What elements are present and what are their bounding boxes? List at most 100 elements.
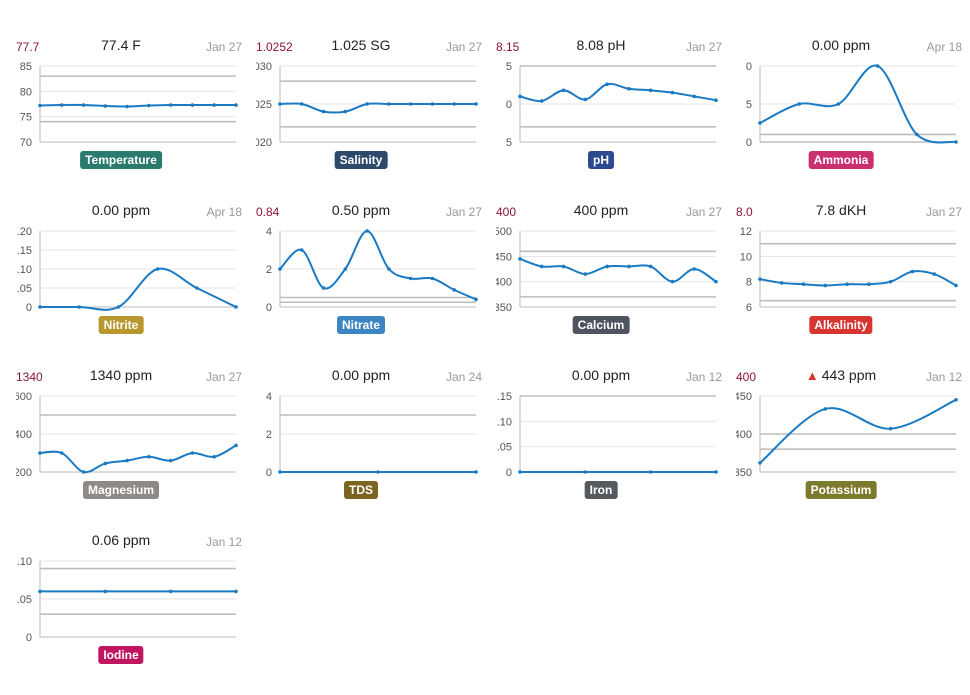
y-tick-label: 4 xyxy=(266,226,272,238)
data-point xyxy=(583,470,588,474)
y-tick-label: .10 xyxy=(497,416,512,428)
data-point xyxy=(845,282,849,286)
previous-value: 400 xyxy=(496,205,517,219)
data-point xyxy=(801,282,806,286)
line-chart: .15 .10 .05 0 xyxy=(497,391,718,479)
chart-card-tds[interactable]: 0.00 ppm Jan 24 4 2 0 TDS xyxy=(256,367,486,530)
chart-card-iodine[interactable]: 0.06 ppm Jan 12 .10 .05 0 Iodine xyxy=(16,532,246,695)
current-value: 0.06 ppm xyxy=(16,532,226,548)
y-tick-label: 0 xyxy=(26,302,32,314)
parameter-label[interactable]: Calcium xyxy=(572,316,630,334)
parameter-label[interactable]: Ammonia xyxy=(808,151,874,169)
data-point xyxy=(38,305,42,309)
series-line xyxy=(279,102,476,114)
last-test-date: Jan 27 xyxy=(445,205,482,219)
data-point xyxy=(518,257,522,261)
line-chart: 4 2 0 xyxy=(266,226,478,314)
data-point xyxy=(299,248,304,252)
data-point xyxy=(758,461,762,465)
parameter-label[interactable]: Temperature xyxy=(80,151,162,169)
current-value: 0.00 ppm xyxy=(16,202,226,218)
parameter-label[interactable]: Alkalinity xyxy=(809,316,873,334)
line-chart: 0 5 0 xyxy=(746,61,958,149)
last-test-date: Jan 27 xyxy=(925,205,962,219)
chart-card-calcium[interactable]: 400 400 ppm Jan 27 500 450 400 350 Calcium xyxy=(496,202,726,365)
chart-card-nitrate[interactable]: 0.84 0.50 ppm Jan 27 4 2 0 Nitrate xyxy=(256,202,486,365)
parameter-label[interactable]: Iodine xyxy=(98,646,144,664)
chart-card-iron[interactable]: 0.00 ppm Jan 12 .15 .10 .05 0 Iron xyxy=(496,367,726,530)
data-point xyxy=(125,458,129,463)
data-point xyxy=(452,102,457,106)
parameter-label[interactable]: pH xyxy=(588,151,614,169)
chart-card-salinity[interactable]: 1.0252 1.025 SG Jan 27 .030 .025 .020 Salinity xyxy=(256,37,486,200)
data-point xyxy=(59,451,64,455)
current-value-text: 0.50 ppm xyxy=(331,202,391,218)
current-value-text: 0.00 ppm xyxy=(91,202,151,218)
previous-value: 77.7 xyxy=(16,40,40,54)
data-point xyxy=(376,470,380,474)
y-tick-label: 1200 xyxy=(16,467,32,479)
current-value-text: 443 ppm xyxy=(821,367,877,383)
data-point xyxy=(561,264,566,269)
y-tick-label: 70 xyxy=(20,137,32,149)
line-chart: 450 400 350 xyxy=(736,391,958,479)
data-point xyxy=(888,279,893,284)
current-value: 1340 ppm xyxy=(16,367,226,383)
data-point xyxy=(190,451,195,455)
parameter-label[interactable]: Nitrate xyxy=(336,316,386,334)
parameter-label[interactable]: Nitrite xyxy=(98,316,144,334)
series-line xyxy=(39,444,237,474)
data-point xyxy=(387,267,391,271)
data-point xyxy=(116,305,121,309)
y-tick-label: 6 xyxy=(746,302,752,314)
data-point xyxy=(190,103,195,107)
data-point xyxy=(38,103,42,108)
data-point xyxy=(278,470,282,474)
parameter-label[interactable]: Iron xyxy=(584,481,618,499)
data-point xyxy=(408,276,413,281)
data-point xyxy=(779,281,784,285)
chart-card-nitrite[interactable]: 0.00 ppm Apr 18 .20 .15 .10 .05 0 Nitrite xyxy=(16,202,246,365)
chart-card-magnesium[interactable]: 1340 1340 ppm Jan 27 1600 1400 1200 Magnesium xyxy=(16,367,246,530)
data-point xyxy=(583,97,588,102)
y-tick-label: 2 xyxy=(266,264,272,276)
current-value-text: 8.08 pH xyxy=(576,37,626,53)
current-value-text: 1.025 SG xyxy=(331,37,391,53)
data-point xyxy=(212,103,217,107)
data-point xyxy=(365,102,369,106)
data-point xyxy=(836,102,841,106)
data-point xyxy=(758,121,762,125)
last-test-date: Jan 27 xyxy=(445,40,482,54)
y-tick-label: 400 xyxy=(496,277,512,289)
parameter-label[interactable]: Magnesium xyxy=(82,481,160,499)
y-tick-label: .05 xyxy=(17,594,32,606)
data-point xyxy=(365,229,369,233)
data-point xyxy=(670,279,675,284)
data-point xyxy=(147,455,151,459)
data-point xyxy=(147,103,151,108)
chart-card-alkalinity[interactable]: 8.0 7.8 dKH Jan 27 12 10 8 6 Alkalinity xyxy=(736,202,966,365)
chart-card-ammonia[interactable]: 0.00 ppm Apr 18 0 5 0 Ammonia xyxy=(736,37,966,200)
chart-card-temperature[interactable]: 77.7 77.4 F Jan 27 85 80 75 70 Temperature xyxy=(16,37,246,200)
current-value-text: 0.00 ppm xyxy=(811,37,871,53)
parameter-label[interactable]: Potassium xyxy=(805,481,877,499)
y-tick-label: 2 xyxy=(266,429,272,441)
data-point xyxy=(714,98,718,102)
chart-card-potassium[interactable]: 400 ▲ 443 ppm Jan 12 450 400 350 Potassium xyxy=(736,367,966,530)
y-tick-label: .10 xyxy=(17,556,32,568)
y-tick-label: 85 xyxy=(20,61,32,73)
parameter-label[interactable]: Salinity xyxy=(334,151,388,169)
y-tick-label: .020 xyxy=(256,137,272,149)
last-test-date: Jan 27 xyxy=(205,40,242,54)
data-point xyxy=(539,264,544,269)
last-test-date: Apr 18 xyxy=(206,205,242,219)
parameter-label[interactable]: TDS xyxy=(344,481,378,499)
data-point xyxy=(343,109,348,114)
data-point xyxy=(234,103,238,107)
data-point xyxy=(234,443,238,448)
series-line xyxy=(39,103,236,108)
data-point xyxy=(932,272,937,276)
chart-card-ph[interactable]: 8.15 8.08 pH Jan 27 5 0 5 pH xyxy=(496,37,726,200)
y-tick-label: .05 xyxy=(497,442,512,454)
series-line xyxy=(279,229,477,301)
